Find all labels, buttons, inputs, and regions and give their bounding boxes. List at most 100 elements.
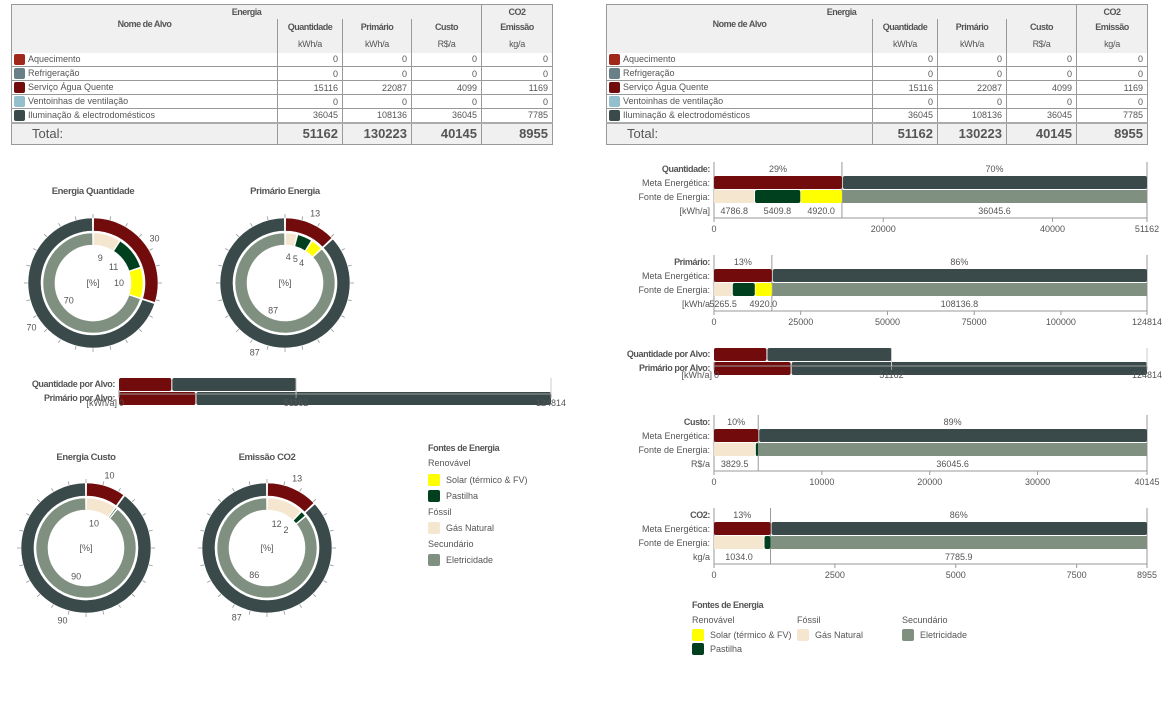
tick-label: 100000 bbox=[1046, 317, 1076, 327]
tick-mark bbox=[266, 345, 269, 350]
row-name: Aquecimento bbox=[11, 52, 278, 67]
unit: kWh/a bbox=[342, 35, 412, 53]
tick-mark bbox=[207, 513, 211, 516]
tick-label: 124814 bbox=[1132, 370, 1162, 380]
tick-label: 25000 bbox=[788, 317, 813, 327]
tick-mark bbox=[225, 248, 229, 251]
meta-segment bbox=[759, 429, 1147, 442]
row-label: Ventoinhas de ventilação bbox=[623, 95, 724, 106]
row-value: 0 bbox=[277, 66, 343, 81]
donut-outer-segment bbox=[86, 482, 125, 507]
tick-mark bbox=[26, 513, 30, 516]
tick-mark bbox=[330, 328, 335, 333]
fonte-segment bbox=[714, 443, 755, 456]
donut-inner-segment bbox=[35, 497, 137, 599]
col-custo: Custo bbox=[411, 18, 482, 36]
tick-label: 75000 bbox=[962, 317, 987, 327]
col-quantidade: Quantidade bbox=[277, 18, 343, 36]
swatch-eletricidade bbox=[902, 629, 914, 641]
tick-mark bbox=[341, 315, 345, 318]
legend-item-solar: Solar (térmico & FV) bbox=[428, 472, 528, 488]
chart-title: Custo: bbox=[684, 417, 710, 427]
row-value: 0 bbox=[277, 94, 343, 109]
row-label: Iluminação & electrodomésticos bbox=[623, 109, 751, 120]
donut-outer-segment bbox=[267, 482, 315, 513]
fonte-segment bbox=[800, 190, 842, 203]
donut-title: Emissão CO2 bbox=[239, 452, 296, 463]
tick-mark bbox=[26, 299, 31, 302]
swatch-solar bbox=[428, 474, 440, 486]
tick-label: 0 bbox=[711, 570, 716, 580]
tick-mark bbox=[323, 580, 327, 583]
meta-segment bbox=[842, 176, 1147, 189]
donut-inner-segment bbox=[234, 232, 336, 334]
row-value: 0 bbox=[937, 66, 1007, 81]
tick-label: 124814 bbox=[1132, 317, 1162, 327]
fonte-segment bbox=[764, 536, 771, 549]
row-value: 1169 bbox=[481, 80, 553, 95]
row-name: Serviço Água Quente bbox=[11, 80, 278, 95]
donut-inner-label: 10 bbox=[89, 518, 99, 528]
fonte-segment bbox=[772, 283, 1147, 296]
table-row: Serviço Água Quente 15116 22087 4099 1169 bbox=[11, 80, 553, 95]
donut-outer-segment bbox=[285, 217, 333, 248]
fonte-segment bbox=[714, 190, 755, 203]
tick-label: 0 bbox=[711, 477, 716, 487]
swatch-pastilha bbox=[428, 490, 440, 502]
tick-label: 0 bbox=[714, 370, 719, 380]
table-row: Aquecimento 0 0 0 0 bbox=[11, 52, 553, 67]
tick-label: 2500 bbox=[825, 570, 845, 580]
row-label: Fonte de Energia: bbox=[638, 285, 710, 295]
legend-group-fossil: Fóssil bbox=[797, 615, 821, 625]
tick-mark bbox=[283, 481, 286, 486]
bar-segment bbox=[119, 378, 172, 391]
tick-mark bbox=[118, 488, 121, 492]
tick-label: 0 bbox=[711, 224, 716, 234]
row-value: 0 bbox=[481, 66, 553, 81]
unit-label: [kWh/a] bbox=[681, 370, 712, 380]
row-value: 0 bbox=[481, 52, 553, 67]
fonte-segment bbox=[771, 536, 1147, 549]
donut-inner-label: 11 bbox=[109, 262, 118, 272]
color-swatch bbox=[14, 96, 25, 108]
tick-label: 51162 bbox=[284, 398, 308, 408]
tick-mark bbox=[148, 529, 153, 532]
tick-label: 40145 bbox=[1134, 477, 1159, 487]
row-name: Refrigeração bbox=[11, 66, 278, 81]
legend-label: Gás Natural bbox=[815, 630, 864, 640]
row-name: Ventoinhas de ventilação bbox=[11, 94, 278, 109]
tick-mark bbox=[155, 264, 160, 267]
fonte-segment bbox=[714, 536, 764, 549]
row-name: Serviço Água Quente bbox=[606, 80, 873, 95]
legend-label: Pastilha bbox=[710, 644, 743, 654]
donut-inner-segment bbox=[267, 497, 302, 521]
tick-mark bbox=[248, 610, 251, 615]
unit: kWh/a bbox=[872, 35, 938, 53]
row-value: 0 bbox=[342, 94, 412, 109]
donut-inner-label: 10 bbox=[114, 278, 124, 288]
legend-group-fossil: Fóssil bbox=[428, 507, 452, 517]
bar-segment bbox=[767, 348, 892, 361]
unit-label: [kWh/a bbox=[682, 299, 710, 309]
legend-item-pastilha: Pastilha bbox=[428, 488, 528, 504]
tick-mark bbox=[58, 223, 61, 227]
tick-mark bbox=[301, 345, 304, 350]
col-emissao: Emissão bbox=[481, 18, 553, 36]
tick-label: 20000 bbox=[917, 477, 942, 487]
row-value: 0 bbox=[481, 94, 553, 109]
donut-center-label: [%] bbox=[260, 543, 273, 553]
percent-label: 86% bbox=[950, 510, 968, 520]
row-label: Serviço Água Quente bbox=[623, 81, 709, 92]
legend-item-eletricidade: Eletricidade bbox=[428, 552, 528, 568]
tick-mark bbox=[67, 610, 70, 615]
row-value: 0 bbox=[411, 52, 482, 67]
legend-item-gas: Gás Natural bbox=[428, 520, 528, 536]
tick-mark bbox=[218, 264, 223, 267]
tick-mark bbox=[155, 299, 160, 302]
unit: R$/a bbox=[411, 35, 482, 53]
row-label: Refrigeração bbox=[28, 67, 80, 78]
donut-outer-label: 30 bbox=[149, 233, 159, 243]
meta-segment bbox=[714, 429, 759, 442]
bar-segment bbox=[119, 392, 196, 405]
